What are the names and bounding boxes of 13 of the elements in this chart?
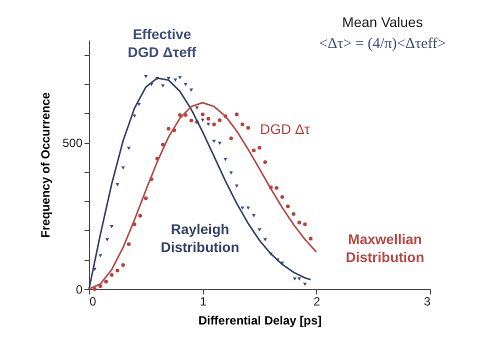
text: Maxwellian Distribution: [346, 231, 424, 265]
annotation: <Δτ> = (4/π)<Δτeff>: [319, 36, 446, 52]
x-tick-label: 2: [313, 294, 320, 308]
x-tick-label: 1: [200, 294, 207, 308]
series-label: Effective DGD Δτeff: [128, 26, 197, 60]
x-tick-label: 3: [424, 294, 431, 308]
x-axis-title: Differential Delay [ps]: [198, 314, 322, 328]
text: Mean Values: [342, 14, 423, 30]
series-label: DGD Δτ: [260, 121, 310, 137]
series-label: Rayleigh Distribution: [160, 221, 240, 255]
x-tick-label: 0: [90, 294, 96, 308]
y-axis-title: Frequency of Occurrence: [38, 92, 52, 238]
y-tick-label: 500: [62, 136, 83, 150]
